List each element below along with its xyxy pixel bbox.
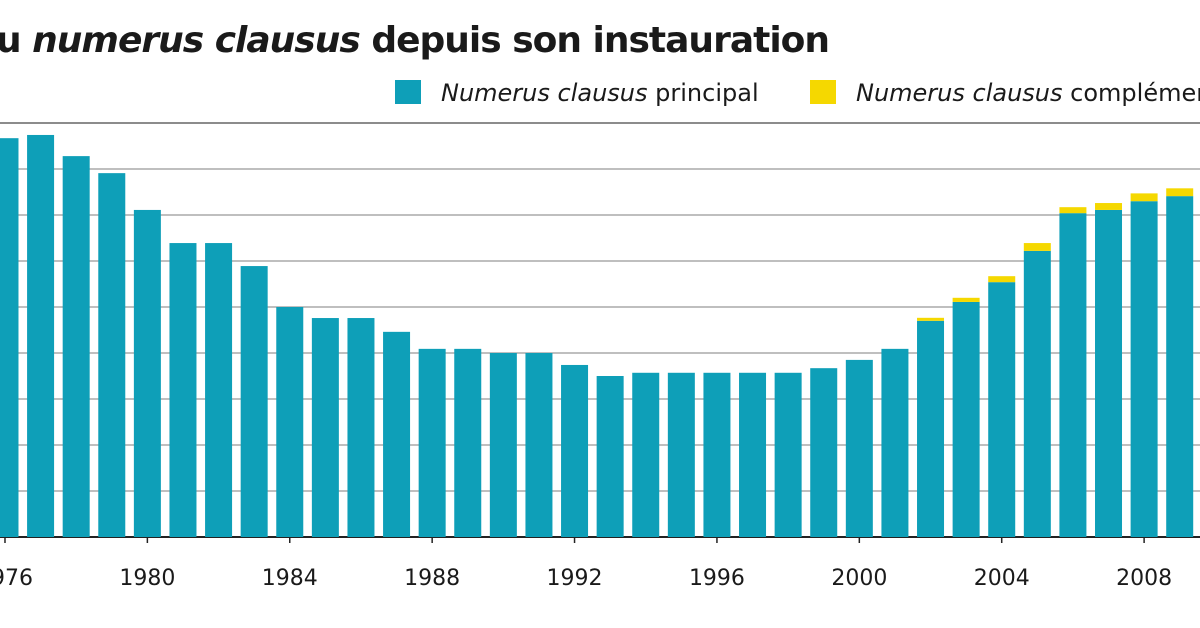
bar-segment <box>98 173 126 537</box>
x-tick-label: 1984 <box>262 566 318 591</box>
x-tick-label: 1980 <box>119 566 175 591</box>
bar-segment <box>1130 193 1158 202</box>
bar-segment <box>1023 243 1051 251</box>
chart-title: u numerus clausus depuis son instauratio… <box>0 20 829 61</box>
bar-segment <box>1166 196 1194 537</box>
bar-segment <box>1023 250 1051 537</box>
bar-segment <box>454 348 482 537</box>
bar-segment <box>27 134 55 537</box>
bar-segment <box>489 353 517 537</box>
bar-segment <box>952 301 980 537</box>
bar-segment <box>205 243 233 537</box>
bar-segment <box>62 156 90 537</box>
bar-segment <box>596 376 624 537</box>
bar-segment <box>1059 213 1087 537</box>
bar-segment <box>0 138 19 537</box>
bar-segment <box>311 318 339 537</box>
x-tick-label: 1996 <box>689 566 745 591</box>
x-tick-label: 2000 <box>831 566 887 591</box>
bar-segment <box>169 243 197 537</box>
legend-label: Numerus clausus principal <box>441 79 759 107</box>
x-tick-label: 1992 <box>547 566 603 591</box>
bar-segment <box>1095 209 1123 537</box>
title-part: depuis son instauration <box>360 20 829 61</box>
bar-segment <box>988 276 1016 283</box>
legend-label: Numerus clausus complément <box>856 79 1200 107</box>
bar-segment <box>810 368 838 537</box>
legend-swatch <box>395 80 421 104</box>
title-part: numerus clausus <box>32 20 360 61</box>
bar-segment <box>667 372 695 537</box>
bar-segment <box>383 331 411 537</box>
bar-segment <box>1059 207 1087 214</box>
bar-segment <box>632 372 660 537</box>
bar-segment <box>845 359 873 537</box>
bar-segment <box>917 320 945 537</box>
bar-segment <box>774 372 802 537</box>
bar-segment <box>347 318 375 537</box>
legend-swatch <box>810 80 836 104</box>
bar-segment <box>881 348 909 537</box>
x-tick-label: 1976 <box>0 566 33 591</box>
bar-segment <box>988 282 1016 537</box>
bar-segment <box>525 353 553 537</box>
bar-segment <box>418 348 446 537</box>
x-tick-label: 1988 <box>404 566 460 591</box>
bar-segment <box>1130 201 1158 537</box>
bar-segment <box>1166 188 1194 197</box>
x-tick-label: 2004 <box>974 566 1030 591</box>
bar-segment <box>917 317 945 321</box>
bar-segment <box>739 372 767 537</box>
bar-segment <box>240 266 268 537</box>
bar-segment <box>952 297 980 302</box>
bar-segment <box>703 372 731 537</box>
x-tick-label: 2008 <box>1116 566 1172 591</box>
title-part: u <box>0 20 32 61</box>
bar-segment <box>561 364 589 537</box>
bar-segment <box>133 209 161 537</box>
bar-segment <box>1095 203 1123 210</box>
bar-segment <box>276 307 304 537</box>
